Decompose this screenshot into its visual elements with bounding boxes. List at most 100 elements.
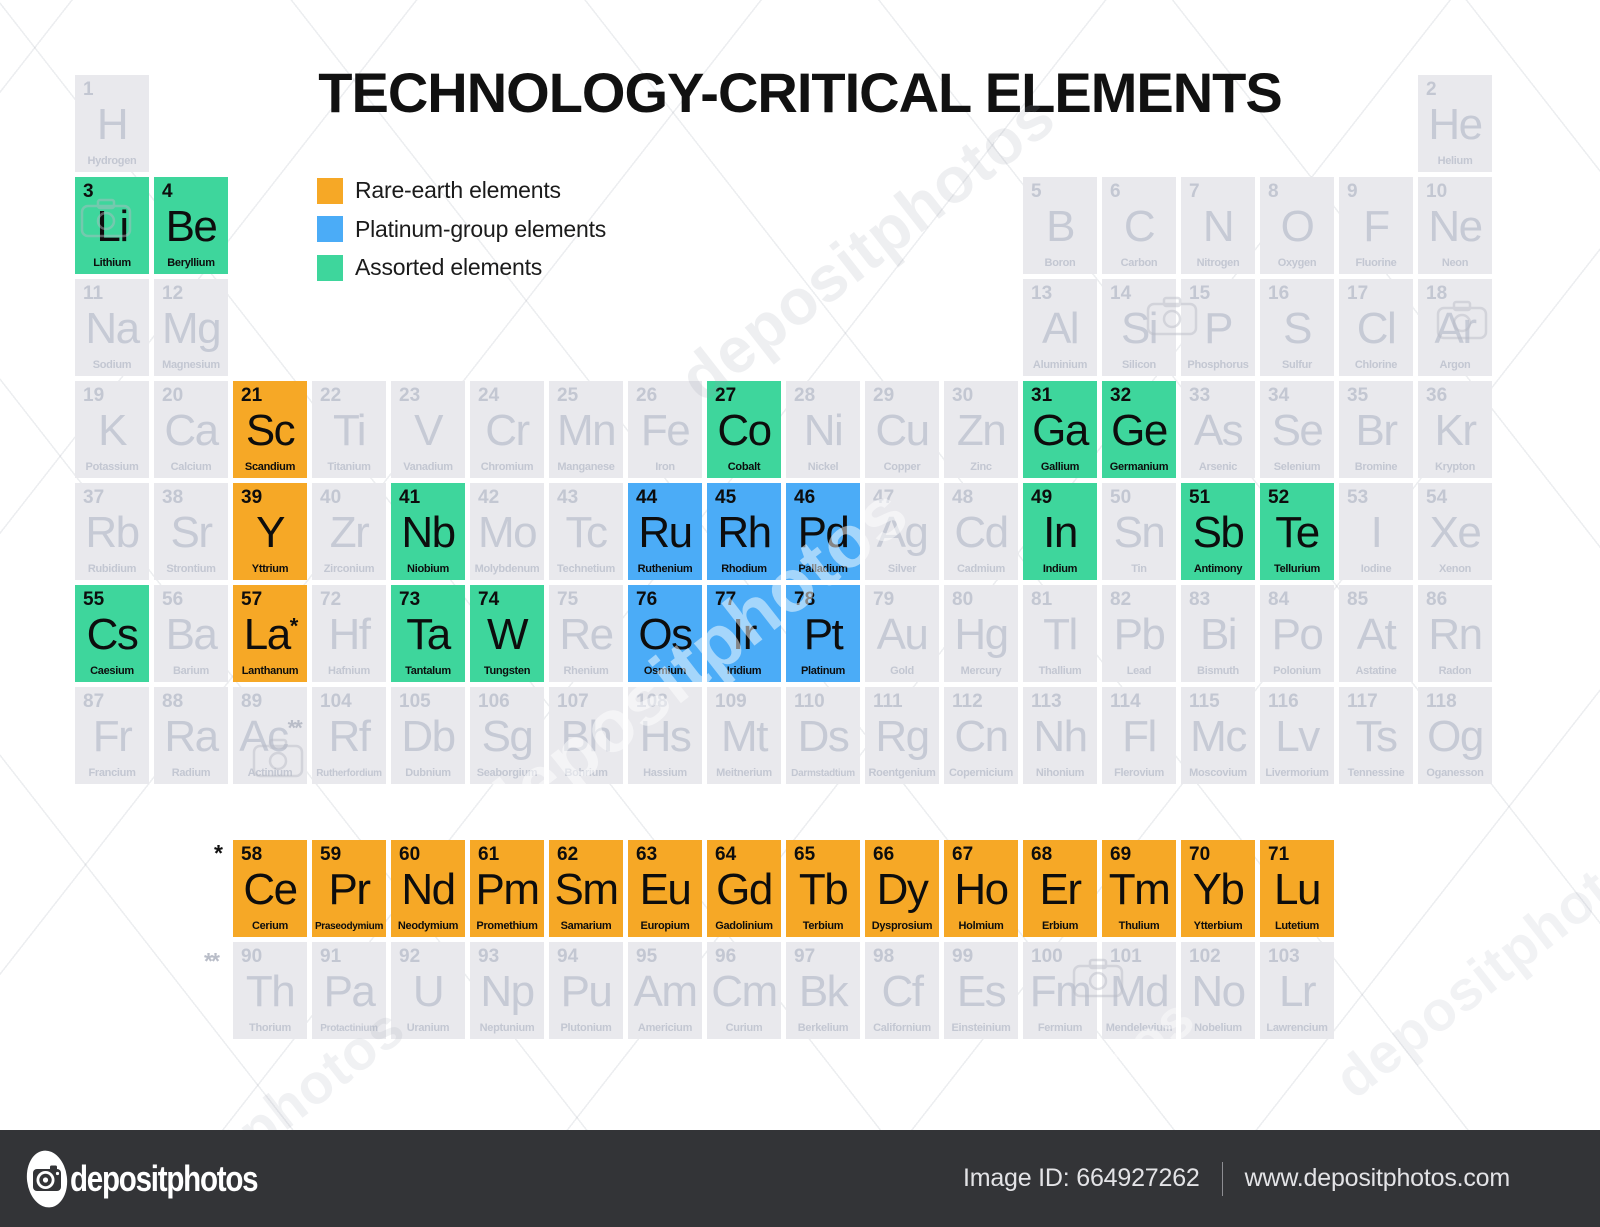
element-number: 67 <box>952 844 974 865</box>
element-symbol: I <box>1339 511 1413 555</box>
element-symbol-text: Si <box>1120 304 1159 353</box>
element-name: Tungsten <box>483 665 531 677</box>
element-symbol: Kr <box>1418 409 1492 453</box>
element-name: Osmium <box>643 665 687 677</box>
element-cell-eu: 63 Eu Europium <box>628 840 702 937</box>
element-number: 59 <box>320 844 342 865</box>
element-symbol: W <box>470 613 544 657</box>
element-number: 28 <box>794 385 816 406</box>
element-symbol: Mo <box>470 511 544 555</box>
element-symbol-text: Tb <box>798 865 849 914</box>
element-name: Rhodium <box>721 563 767 575</box>
element-symbol-text: Nb <box>401 508 456 557</box>
element-cell-rf: 104 Rf Rutherfordium <box>312 687 386 784</box>
element-name: Praseodymium <box>314 921 384 932</box>
element-name: Krypton <box>1434 461 1476 473</box>
element-symbol: In <box>1023 511 1097 555</box>
element-symbol: Ga <box>1023 409 1097 453</box>
element-symbol: Sg <box>470 715 544 759</box>
element-symbol-text: Rf <box>328 712 372 761</box>
element-symbol: Ru <box>628 511 702 555</box>
element-name: Technetium <box>557 563 615 575</box>
element-symbol: Al <box>1023 307 1097 351</box>
element-symbol-text: Ir <box>732 610 757 659</box>
element-number: 106 <box>478 691 510 712</box>
element-symbol-text: Zn <box>956 406 1007 455</box>
element-symbol-text: Yb <box>1192 865 1245 914</box>
element-cell-fe: 26 Fe Iron <box>628 381 702 478</box>
element-symbol-text: S <box>1283 304 1312 353</box>
element-number: 15 <box>1189 283 1211 304</box>
element-symbol: He <box>1418 103 1492 147</box>
element-symbol: Tc <box>549 511 623 555</box>
element-symbol: Og <box>1418 715 1492 759</box>
element-name: Calcium <box>170 461 212 473</box>
element-symbol-text: Nh <box>1033 712 1088 761</box>
element-name: Caesium <box>90 665 134 677</box>
element-number: 91 <box>320 946 342 967</box>
element-cell-cf: 98 Cf Californium <box>865 942 939 1039</box>
element-symbol-text: Ta <box>406 610 451 659</box>
element-symbol: At <box>1339 613 1413 657</box>
element-cell-si: 14 Si Silicon <box>1102 279 1176 376</box>
element-cell-cn: 112 Cn Copernicium <box>944 687 1018 784</box>
image-id-label: Image ID: 664927262 <box>962 1164 1200 1192</box>
element-number: 24 <box>478 385 500 406</box>
element-name: Argon <box>1439 359 1471 371</box>
element-symbol-text: Al <box>1041 304 1080 353</box>
element-symbol: Bh <box>549 715 623 759</box>
element-name: Holmium <box>958 920 1004 932</box>
element-symbol: Lv <box>1260 715 1334 759</box>
element-symbol: H <box>75 103 149 147</box>
element-cell-zn: 30 Zn Zinc <box>944 381 1018 478</box>
element-symbol-text: Mc <box>1190 712 1247 761</box>
element-symbol: La* <box>233 613 307 657</box>
element-number: 26 <box>636 385 658 406</box>
element-symbol: Mn <box>549 409 623 453</box>
element-symbol: Hf <box>312 613 386 657</box>
element-cell-cl: 17 Cl Chlorine <box>1339 279 1413 376</box>
element-symbol: Ni <box>786 409 860 453</box>
element-name: Lithium <box>93 257 131 269</box>
element-symbol: Ta <box>391 613 465 657</box>
element-cell-v: 23 V Vanadium <box>391 381 465 478</box>
element-symbol-text: Lu <box>1274 865 1321 914</box>
element-name: Barium <box>172 665 210 677</box>
element-cell-md: 101 Md Mendelevium <box>1102 942 1176 1039</box>
element-number: 114 <box>1110 691 1141 712</box>
element-name: Tellurium <box>1274 563 1320 575</box>
element-symbol: Lr <box>1260 970 1334 1014</box>
element-cell-tc: 43 Tc Technetium <box>549 483 623 580</box>
element-name: Sulfur <box>1282 359 1312 371</box>
element-symbol: Pb <box>1102 613 1176 657</box>
element-name: Oganesson <box>1426 767 1484 779</box>
element-cell-am: 95 Am Americium <box>628 942 702 1039</box>
element-number: 36 <box>1426 385 1448 406</box>
element-cell-ds: 110 Ds Darmstadtium <box>786 687 860 784</box>
element-symbol-text: Fr <box>92 712 133 761</box>
element-number: 60 <box>399 844 421 865</box>
element-cell-y: 39 Y Yttrium <box>233 483 307 580</box>
element-number: 65 <box>794 844 816 865</box>
element-name: Roentgenium <box>868 767 936 779</box>
element-number: 92 <box>399 946 421 967</box>
element-cell-ts: 117 Ts Tennessine <box>1339 687 1413 784</box>
element-name: Nobelium <box>1194 1022 1242 1034</box>
element-symbol-text: Ts <box>1355 712 1399 761</box>
element-symbol: Te <box>1260 511 1334 555</box>
element-symbol: Be <box>154 205 228 249</box>
element-number: 75 <box>557 589 579 610</box>
element-number: 37 <box>83 487 105 508</box>
element-symbol-text: Hs <box>639 712 692 761</box>
element-symbol-text: In <box>1043 508 1078 557</box>
element-name: Aluminium <box>1032 359 1088 371</box>
element-number: 79 <box>873 589 895 610</box>
element-symbol-text: Sr <box>170 508 214 557</box>
element-symbol: B <box>1023 205 1097 249</box>
element-symbol-text: Cd <box>954 508 1009 557</box>
element-symbol-text: Fm <box>1029 967 1092 1016</box>
element-cell-i: 53 I Iodine <box>1339 483 1413 580</box>
element-symbol-text: Ar <box>1434 304 1478 353</box>
element-symbol: Tl <box>1023 613 1097 657</box>
element-name: Iridium <box>726 665 762 677</box>
